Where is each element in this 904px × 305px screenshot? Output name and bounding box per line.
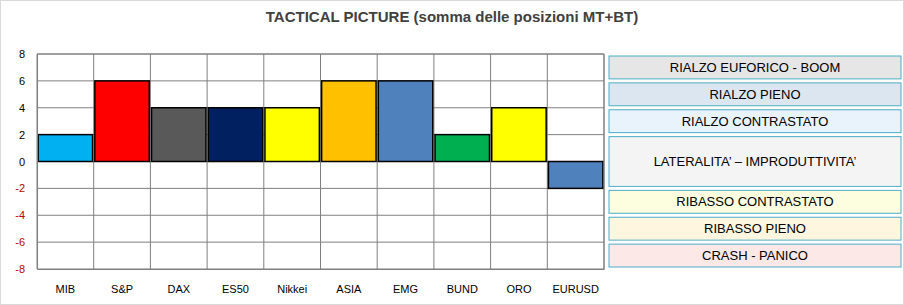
x-tick: DAX bbox=[167, 269, 190, 295]
zone-label: RIALZO PIENO bbox=[709, 87, 800, 102]
x-tick: ASIA bbox=[336, 269, 362, 295]
grid bbox=[37, 54, 604, 269]
x-tick-label: ES50 bbox=[222, 283, 249, 295]
x-tick-label: ASIA bbox=[336, 283, 362, 295]
category-divider bbox=[377, 54, 378, 269]
zone-label: RIBASSO PIENO bbox=[704, 221, 806, 236]
title: TACTICAL PICTURE (somma delle posizioni … bbox=[266, 8, 638, 25]
plot-frame bbox=[37, 54, 604, 55]
zone-box bbox=[609, 244, 901, 267]
category-divider bbox=[93, 54, 94, 269]
y-tick-label: -2 bbox=[15, 182, 25, 194]
zone-label: RIBASSO CONTRASTATO bbox=[676, 194, 833, 209]
y-tick-label: 8 bbox=[19, 48, 25, 60]
x-axis: MIB S&P DAX ES50 Nikkei ASIA EMG BUND ORO EURUSD bbox=[38, 269, 605, 295]
x-tick: MIB bbox=[56, 269, 76, 295]
x-tick-label: MIB bbox=[56, 283, 76, 295]
category-divider bbox=[547, 54, 548, 269]
y-tick-label: -6 bbox=[15, 236, 25, 248]
y-tick-label: 6 bbox=[19, 75, 25, 87]
bar bbox=[208, 108, 262, 162]
bar bbox=[322, 81, 376, 162]
bar bbox=[492, 108, 546, 162]
x-tick: BUND bbox=[447, 269, 478, 295]
x-tick: EMG bbox=[393, 269, 418, 295]
y-tick: 6 bbox=[19, 75, 37, 87]
x-axis-line bbox=[38, 269, 605, 270]
y-tick-label: 4 bbox=[19, 102, 25, 114]
x-tick-label: DAX bbox=[167, 283, 190, 295]
plot-frame bbox=[604, 54, 605, 269]
x-tick-label: BUND bbox=[447, 283, 478, 295]
category-divider bbox=[604, 54, 605, 269]
category-divider bbox=[433, 54, 434, 269]
zone-box bbox=[609, 110, 901, 133]
zone-box bbox=[609, 190, 901, 213]
x-tick-label: Nikkei bbox=[277, 283, 307, 295]
bar bbox=[378, 81, 432, 162]
category-divider bbox=[207, 54, 208, 269]
zone-box bbox=[609, 137, 901, 187]
category-divider bbox=[490, 54, 491, 269]
y-tick: -8 bbox=[15, 263, 37, 275]
y-tick: 4 bbox=[19, 102, 37, 114]
bar bbox=[265, 108, 319, 162]
category-divider bbox=[263, 54, 264, 269]
bar bbox=[152, 108, 206, 162]
grid-line bbox=[37, 54, 604, 55]
zone-label: LATERALITA’ – IMPRODUTTIVITA’ bbox=[654, 154, 857, 169]
y-tick-label: 0 bbox=[19, 156, 25, 168]
y-tick: 2 bbox=[19, 129, 37, 141]
y-tick-label: -8 bbox=[15, 263, 25, 275]
y-tick: 0 bbox=[19, 156, 37, 168]
zone-box bbox=[609, 83, 901, 106]
y-tick: -2 bbox=[15, 182, 37, 194]
zone-label: RIALZO CONTRASTATO bbox=[682, 114, 829, 129]
bar bbox=[435, 135, 489, 162]
bar bbox=[95, 81, 149, 162]
y-tick: -4 bbox=[15, 209, 37, 221]
zone-label: CRASH - PANICO bbox=[702, 248, 808, 263]
y-tick-label: 2 bbox=[19, 129, 25, 141]
category-divider bbox=[320, 54, 321, 269]
category-divider bbox=[150, 54, 151, 269]
bars bbox=[38, 81, 603, 189]
y-axis-line bbox=[37, 55, 38, 270]
y-axis: -8 -6 -4 -2 0 2 4 6 8 bbox=[15, 48, 37, 275]
zone-label: RIALZO EUFORICO - BOOM bbox=[670, 60, 840, 75]
y-tick: -6 bbox=[15, 236, 37, 248]
y-tick-label: -4 bbox=[15, 209, 25, 221]
x-tick-label: EMG bbox=[393, 283, 418, 295]
x-tick: Nikkei bbox=[277, 269, 307, 295]
x-tick: S&P bbox=[111, 269, 133, 295]
bar bbox=[38, 135, 92, 162]
category-divider bbox=[37, 54, 38, 269]
zone-box bbox=[609, 56, 901, 79]
zones: RIALZO EUFORICO - BOOM RIALZO PIENO RIALZO… bbox=[609, 56, 901, 267]
x-tick-label: EURUSD bbox=[552, 283, 599, 295]
x-tick: EURUSD bbox=[552, 269, 599, 295]
x-tick-label: S&P bbox=[111, 283, 133, 295]
x-tick: ES50 bbox=[222, 269, 249, 295]
x-tick-label: ORO bbox=[506, 283, 532, 295]
background bbox=[1, 1, 904, 305]
bar bbox=[548, 162, 602, 189]
y-tick: 8 bbox=[19, 48, 37, 60]
x-tick: ORO bbox=[506, 269, 532, 295]
zone-box bbox=[609, 217, 901, 240]
chart: TACTICAL PICTURE (somma delle posizioni … bbox=[0, 0, 904, 305]
